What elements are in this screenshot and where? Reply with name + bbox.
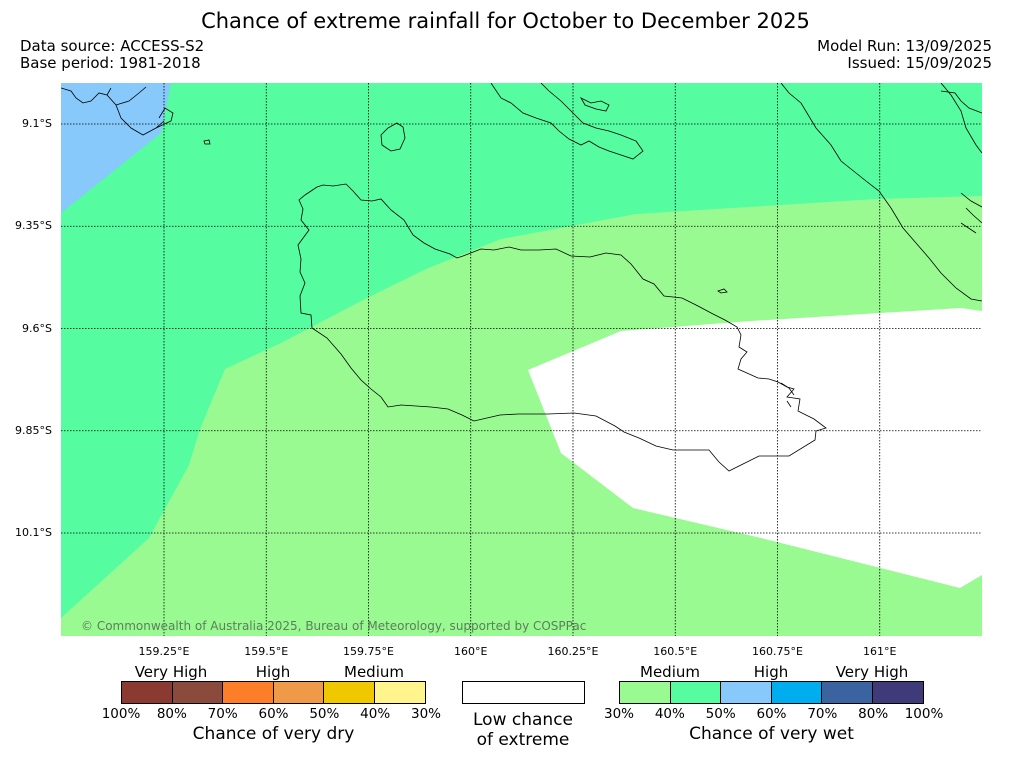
wet-group-very-high: Very High xyxy=(835,663,909,681)
data-source-text: Data source: ACCESS-S2 xyxy=(20,37,205,55)
dry-tick-label: 80% xyxy=(156,706,187,722)
base-period-text: Base period: 1981-2018 xyxy=(20,54,201,72)
dry-colorbar-title: Chance of very dry xyxy=(192,724,355,744)
wet-swatch-5 xyxy=(872,682,923,703)
coastlines xyxy=(61,83,982,472)
dry-swatch-3 xyxy=(273,682,324,703)
dry-tick-label: 60% xyxy=(258,706,289,722)
wet-group-medium: Medium xyxy=(640,663,700,681)
dry-swatch-5 xyxy=(374,682,425,703)
wet-tick-label: 80% xyxy=(858,706,889,722)
graticule xyxy=(61,83,982,636)
dry-swatch-1 xyxy=(172,682,223,703)
lat-tick-label: 9.35°S xyxy=(15,219,52,233)
wet-swatch-4 xyxy=(822,682,873,703)
low-chance-title-line2: of extreme xyxy=(476,730,570,750)
wet-tick-label: 40% xyxy=(654,706,685,722)
lon-tick-label: 160°E xyxy=(454,645,488,658)
dry-swatch-0 xyxy=(122,682,173,703)
dry-tick-label: 50% xyxy=(309,706,340,722)
dry-tick-label: 100% xyxy=(101,706,141,722)
dry-tick-label: 70% xyxy=(207,706,238,722)
region-wet-50-60 xyxy=(61,83,171,213)
wet-swatch-0 xyxy=(620,682,671,703)
dry-swatch-2 xyxy=(223,682,274,703)
map-svg xyxy=(61,83,982,636)
lat-tick-label: 9.85°S xyxy=(15,423,52,437)
dry-group-high: High xyxy=(255,663,291,681)
model-run-text: Model Run: 13/09/2025 xyxy=(817,37,992,55)
wet-tick-label: 50% xyxy=(705,706,736,722)
low-chance-title-line1: Low chance xyxy=(473,710,573,730)
dry-tick-label: 30% xyxy=(410,706,441,722)
dry-colorbar xyxy=(121,681,426,704)
wet-tick-label: 100% xyxy=(904,706,944,722)
chart-title: Chance of extreme rainfall for October t… xyxy=(201,9,810,33)
wet-colorbar xyxy=(619,681,924,704)
copyright-text: © Commonwealth of Australia 2025, Bureau… xyxy=(81,619,587,633)
lon-tick-label: 159.5°E xyxy=(244,645,289,658)
map-panel[interactable]: © Commonwealth of Australia 2025, Bureau… xyxy=(61,83,982,636)
issued-text: Issued: 15/09/2025 xyxy=(847,54,992,72)
dry-swatch-4 xyxy=(324,682,375,703)
region-wet-40-50 xyxy=(61,83,982,618)
dry-tick-label: 40% xyxy=(360,706,391,722)
wet-swatch-3 xyxy=(771,682,822,703)
lon-tick-label: 159.75°E xyxy=(343,645,394,658)
dry-group-very-high: Very High xyxy=(134,663,208,681)
lon-tick-label: 161°E xyxy=(863,645,897,658)
wet-colorbar-title: Chance of very wet xyxy=(689,724,854,744)
low-chance-swatch xyxy=(462,681,585,704)
wet-swatch-2 xyxy=(721,682,772,703)
wet-group-high: High xyxy=(753,663,789,681)
meta-left: Data source: ACCESS-S2 Base period: 1981… xyxy=(20,38,204,72)
meta-right: Model Run: 13/09/2025 Issued: 15/09/2025 xyxy=(817,38,992,72)
region-low-chance xyxy=(528,308,982,588)
lat-tick-label: 9.6°S xyxy=(22,321,52,335)
lon-tick-label: 159.25°E xyxy=(138,645,190,658)
wet-swatch-1 xyxy=(670,682,721,703)
dry-group-medium: Medium xyxy=(344,663,404,681)
lat-tick-label: 9.1°S xyxy=(22,117,52,130)
lon-tick-label: 160.75°E xyxy=(752,645,803,658)
lon-tick-label: 160.5°E xyxy=(653,645,698,658)
wet-tick-label: 60% xyxy=(756,706,787,722)
wet-tick-label: 70% xyxy=(807,706,838,722)
lat-tick-label: 10.1°S xyxy=(15,526,52,539)
wet-tick-label: 30% xyxy=(603,706,634,722)
lon-tick-label: 160.25°E xyxy=(547,645,599,658)
